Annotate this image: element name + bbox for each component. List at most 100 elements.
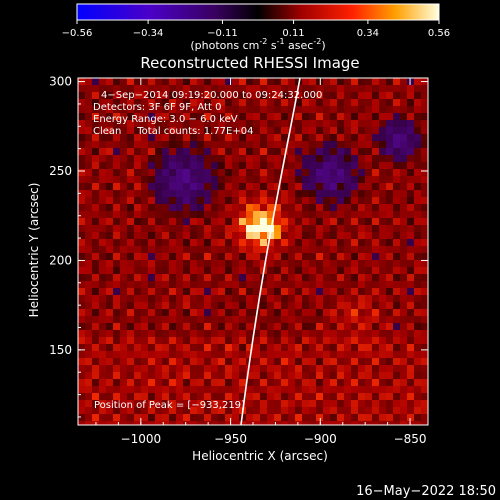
- heatmap-cell: [274, 267, 281, 274]
- heatmap-cell: [400, 316, 407, 323]
- heatmap-cell: [323, 127, 330, 134]
- heatmap-cell: [302, 344, 309, 351]
- heatmap-cell: [148, 386, 155, 393]
- heatmap-cell: [141, 407, 148, 414]
- heatmap-cell: [162, 155, 169, 162]
- heatmap-cell: [295, 218, 302, 225]
- heatmap-cell: [176, 260, 183, 267]
- heatmap-cell: [239, 225, 246, 232]
- heatmap-cell: [302, 246, 309, 253]
- heatmap-cell: [393, 274, 400, 281]
- heatmap-cell: [337, 414, 344, 421]
- heatmap-cell: [148, 393, 155, 400]
- heatmap-cell: [169, 190, 176, 197]
- heatmap-cell: [218, 134, 225, 141]
- heatmap-cell: [92, 197, 99, 204]
- heatmap-cell: [260, 92, 267, 99]
- heatmap-cell: [281, 400, 288, 407]
- heatmap-cell: [309, 337, 316, 344]
- heatmap-cell: [309, 85, 316, 92]
- heatmap-cell: [155, 162, 162, 169]
- heatmap-cell: [169, 134, 176, 141]
- heatmap-cell: [316, 379, 323, 386]
- heatmap-cell: [253, 260, 260, 267]
- heatmap-cell: [99, 99, 106, 106]
- heatmap-cell: [85, 148, 92, 155]
- heatmap-cell: [211, 407, 218, 414]
- heatmap-cell: [246, 204, 253, 211]
- heatmap-cell: [337, 274, 344, 281]
- heatmap-cell: [295, 260, 302, 267]
- heatmap-cell: [309, 274, 316, 281]
- heatmap-cell: [316, 260, 323, 267]
- heatmap-cell: [239, 379, 246, 386]
- heatmap-cell: [85, 183, 92, 190]
- heatmap-cell: [421, 99, 428, 106]
- heatmap-cell: [295, 211, 302, 218]
- heatmap-cell: [379, 134, 386, 141]
- heatmap-cell: [162, 414, 169, 421]
- heatmap-cell: [400, 183, 407, 190]
- heatmap-cell: [120, 351, 127, 358]
- heatmap-cell: [302, 78, 309, 85]
- heatmap-cell: [148, 183, 155, 190]
- heatmap-cell: [218, 351, 225, 358]
- heatmap-cell: [190, 246, 197, 253]
- heatmap-cell: [120, 330, 127, 337]
- heatmap-cell: [267, 337, 274, 344]
- heatmap-cell: [267, 344, 274, 351]
- heatmap-cell: [127, 400, 134, 407]
- heatmap-cell: [323, 407, 330, 414]
- heatmap-cell: [246, 246, 253, 253]
- heatmap-cell: [99, 372, 106, 379]
- heatmap-cell: [197, 379, 204, 386]
- heatmap-cell: [421, 134, 428, 141]
- heatmap-cell: [183, 211, 190, 218]
- heatmap-cell: [211, 232, 218, 239]
- heatmap-cell: [99, 288, 106, 295]
- heatmap-cell: [218, 204, 225, 211]
- heatmap-cell: [386, 176, 393, 183]
- heatmap-cell: [379, 316, 386, 323]
- heatmap-cell: [421, 302, 428, 309]
- heatmap-cell: [274, 78, 281, 85]
- heatmap-cell: [288, 134, 295, 141]
- heatmap-cell: [365, 288, 372, 295]
- heatmap-cell: [295, 407, 302, 414]
- heatmap-cell: [162, 253, 169, 260]
- heatmap-cell: [232, 295, 239, 302]
- heatmap-cell: [344, 316, 351, 323]
- heatmap-cell: [414, 295, 421, 302]
- heatmap-cell: [113, 176, 120, 183]
- heatmap-cell: [337, 113, 344, 120]
- heatmap-cell: [267, 267, 274, 274]
- heatmap-cell: [85, 421, 92, 425]
- heatmap-cell: [204, 106, 211, 113]
- heatmap-cell: [197, 309, 204, 316]
- heatmap-cell: [120, 302, 127, 309]
- heatmap-cell: [372, 232, 379, 239]
- heatmap-cell: [113, 281, 120, 288]
- heatmap-cell: [337, 169, 344, 176]
- heatmap-cell: [295, 162, 302, 169]
- heatmap-cell: [288, 141, 295, 148]
- heatmap-cell: [106, 141, 113, 148]
- heatmap-cell: [365, 141, 372, 148]
- heatmap-cell: [400, 134, 407, 141]
- heatmap-cell: [372, 246, 379, 253]
- heatmap-cell: [127, 225, 134, 232]
- heatmap-cell: [421, 120, 428, 127]
- heatmap-cell: [330, 232, 337, 239]
- heatmap-cell: [337, 78, 344, 85]
- heatmap-cell: [386, 330, 393, 337]
- heatmap-cell: [246, 330, 253, 337]
- heatmap-cell: [414, 78, 421, 85]
- heatmap-cell: [211, 141, 218, 148]
- heatmap-cell: [85, 309, 92, 316]
- heatmap-cell: [379, 337, 386, 344]
- heatmap-cell: [155, 232, 162, 239]
- heatmap-cell: [148, 141, 155, 148]
- heatmap-cell: [351, 239, 358, 246]
- heatmap-cell: [260, 218, 267, 225]
- heatmap-cell: [162, 183, 169, 190]
